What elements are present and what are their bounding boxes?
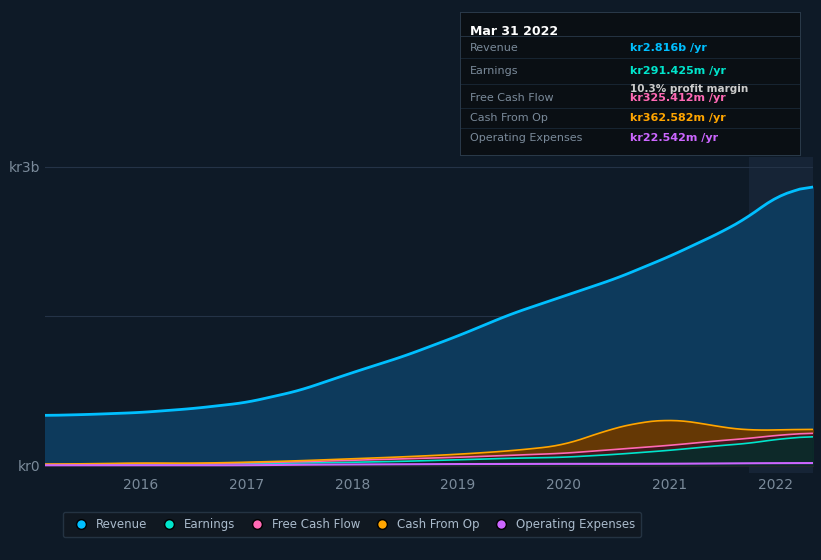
Text: Mar 31 2022: Mar 31 2022 — [470, 25, 558, 38]
Text: kr22.542m /yr: kr22.542m /yr — [630, 133, 718, 143]
Text: Earnings: Earnings — [470, 66, 519, 76]
Text: Cash From Op: Cash From Op — [470, 113, 548, 123]
Legend: Revenue, Earnings, Free Cash Flow, Cash From Op, Operating Expenses: Revenue, Earnings, Free Cash Flow, Cash … — [63, 512, 641, 537]
Text: kr2.816b /yr: kr2.816b /yr — [630, 43, 707, 53]
Text: kr325.412m /yr: kr325.412m /yr — [630, 93, 726, 103]
Bar — [750, 157, 821, 473]
Text: Operating Expenses: Operating Expenses — [470, 133, 583, 143]
Text: kr291.425m /yr: kr291.425m /yr — [630, 66, 726, 76]
Text: 10.3% profit margin: 10.3% profit margin — [630, 84, 748, 94]
Text: Revenue: Revenue — [470, 43, 519, 53]
Text: kr362.582m /yr: kr362.582m /yr — [630, 113, 726, 123]
Text: Free Cash Flow: Free Cash Flow — [470, 93, 554, 103]
